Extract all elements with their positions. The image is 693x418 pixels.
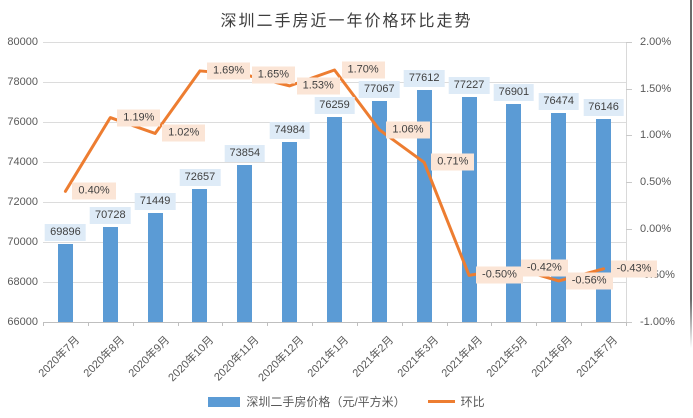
x-axis-label: 2020年7月 [36, 334, 83, 380]
x-axis-tick [222, 322, 224, 326]
right-axis-tick-label: 1.00% [640, 129, 672, 142]
bar [147, 213, 163, 322]
bar [57, 244, 73, 322]
bar [371, 100, 387, 322]
pct-value-label: 1.06% [386, 121, 430, 139]
pct-value-label: -0.56% [565, 272, 613, 290]
bar-series-swatch-icon [208, 396, 241, 407]
x-axis-tick [87, 322, 89, 326]
line-series-swatch-icon [427, 400, 455, 403]
right-axis-tick [626, 88, 632, 90]
bar [506, 103, 522, 322]
pct-value-label: 1.69% [206, 62, 251, 80]
legend-bar-label: 深圳二手房价格（元/平方米） [246, 395, 406, 409]
bar [461, 97, 477, 322]
right-axis-tick [626, 42, 632, 43]
x-axis-label: 2021年7月 [574, 334, 621, 380]
left-axis-tick-label: 66000 [7, 316, 38, 328]
right-axis-tick-label: 1.50% [640, 82, 672, 95]
x-axis-label: 2020年8月 [81, 334, 127, 380]
x-axis-tick [536, 322, 538, 326]
bar-value-label: 77067 [359, 80, 400, 98]
bar-value-label: 72657 [179, 168, 221, 186]
right-axis-tick-label: -1.00% [640, 316, 675, 328]
x-axis-label: 2021年6月 [529, 334, 576, 380]
bar-value-label: 76259 [314, 96, 355, 114]
x-axis-label: 2020年10月 [166, 334, 217, 385]
x-axis-label: 2021年1月 [305, 334, 352, 380]
bar [192, 188, 208, 322]
x-axis-tick [626, 322, 627, 326]
x-axis-tick [401, 322, 403, 326]
pct-value-label: -0.50% [476, 266, 523, 284]
right-axis-tick [626, 322, 632, 323]
x-axis-tick [491, 322, 493, 326]
left-axis-tick-label: 78000 [7, 76, 38, 88]
left-axis-tick-label: 76000 [7, 116, 38, 128]
pct-value-label: 1.02% [162, 124, 206, 142]
pct-value-label: 1.70% [341, 61, 385, 79]
right-axis-tick [626, 182, 632, 183]
x-axis-label: 2021年3月 [395, 334, 441, 380]
x-axis-label: 2020年12月 [256, 334, 307, 385]
legend-item-mom: 环比 [427, 393, 485, 410]
legend-item-price: 深圳二手房价格（元/平方米） [208, 393, 406, 410]
bar-value-label: 70728 [89, 207, 131, 225]
right-axis-tick-label: 0.00% [640, 222, 672, 235]
x-axis-label: 2021年5月 [484, 334, 531, 380]
pct-value-label: -0.42% [520, 259, 568, 277]
pct-value-label: 1.65% [251, 66, 295, 84]
bar-value-label: 69896 [45, 224, 86, 242]
left-axis-tick-label: 68000 [7, 276, 38, 288]
right-axis-tick [626, 228, 632, 230]
bar-value-label: 76146 [583, 99, 624, 117]
x-axis-tick [312, 322, 314, 326]
left-axis-tick-label: 74000 [7, 156, 38, 168]
x-axis-tick [581, 322, 583, 326]
left-axis-tick-label: 70000 [7, 236, 38, 248]
x-axis-tick [177, 322, 179, 326]
bar [237, 164, 253, 322]
bar-value-label: 73854 [224, 144, 266, 162]
legend: 深圳二手房价格（元/平方米） 环比 [0, 393, 693, 410]
x-axis-label: 2021年2月 [350, 334, 396, 380]
x-axis-tick [446, 322, 448, 326]
bar-value-label: 77227 [448, 77, 490, 95]
pct-value-label: 1.53% [296, 77, 340, 95]
bar-value-label: 76474 [538, 92, 580, 110]
pct-value-label: 0.71% [431, 153, 475, 171]
legend-line-label: 环比 [460, 395, 485, 409]
x-axis-label: 2021年4月 [439, 334, 486, 380]
pct-value-label: 1.19% [117, 109, 161, 127]
bar-value-label: 74984 [269, 122, 310, 140]
x-axis-tick [356, 322, 358, 326]
pct-value-label: 0.40% [72, 182, 116, 200]
right-axis-tick [626, 135, 632, 137]
bar [102, 227, 118, 322]
bar-value-label: 71449 [134, 193, 176, 211]
left-axis-tick-label: 72000 [7, 196, 38, 208]
x-axis-line [43, 322, 626, 323]
chart-title: 深圳二手房近一年价格环比走势 [220, 13, 473, 30]
gridline [43, 42, 626, 43]
bar-value-label: 77612 [403, 69, 445, 87]
bar [282, 142, 298, 322]
bar [551, 112, 567, 322]
right-axis-tick-label: 2.00% [640, 36, 672, 48]
x-axis-tick [43, 322, 44, 326]
bar [596, 119, 612, 322]
bar [327, 116, 342, 322]
right-axis-tick-label: 0.50% [640, 176, 672, 188]
left-axis-tick-label: 80000 [7, 36, 38, 48]
window-right-edge [690, 0, 692, 348]
bar-value-label: 76901 [493, 83, 535, 101]
x-axis-label: 2020年11月 [211, 334, 262, 384]
pct-value-label: -0.43% [610, 260, 658, 278]
x-axis-tick [267, 322, 269, 326]
x-axis-tick [132, 322, 134, 326]
